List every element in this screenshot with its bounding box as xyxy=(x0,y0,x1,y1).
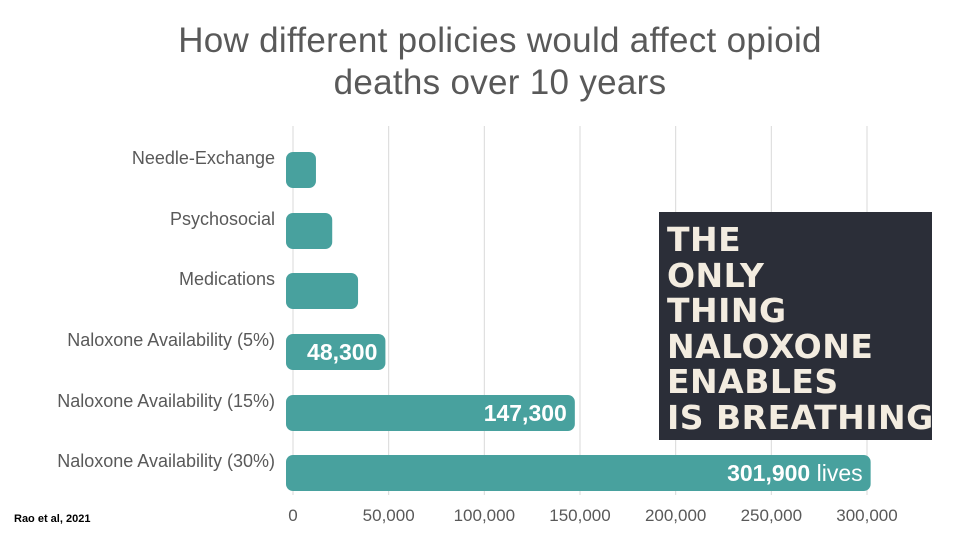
bar xyxy=(286,334,386,370)
bar xyxy=(286,395,575,431)
bar xyxy=(286,273,359,309)
x-tick-label: 200,000 xyxy=(645,506,706,525)
poster-line-5: ENABLES xyxy=(667,362,839,401)
x-tick-label: 300,000 xyxy=(836,506,897,525)
data-label-suffix: lives xyxy=(810,460,862,486)
bar xyxy=(286,213,333,249)
x-tick-label: 50,000 xyxy=(363,506,415,525)
data-label-value: 147,300 xyxy=(484,400,567,426)
poster-line-4: NALOXONE xyxy=(667,326,874,366)
category-label: Medications xyxy=(179,269,275,289)
data-label-value: 301,900 xyxy=(727,460,810,486)
poster-line-1: THE xyxy=(667,220,742,259)
data-label: 48,300 xyxy=(307,339,377,365)
naloxone-poster-image: THE ONLY THING NALOXONE ENABLES IS BREAT… xyxy=(659,212,932,440)
poster-line-3: THING xyxy=(667,291,787,330)
data-label: 301,900 lives xyxy=(727,460,863,486)
poster-line-6: IS BREATHING. xyxy=(667,397,932,437)
bar xyxy=(286,152,316,188)
chart-title-line-1: How different policies would affect opio… xyxy=(178,21,822,60)
x-tick-label: 250,000 xyxy=(741,506,802,525)
source-citation: Rao et al, 2021 xyxy=(14,513,91,525)
category-label: Naloxone Availability (30%) xyxy=(57,451,275,471)
poster-line-2: ONLY xyxy=(667,255,765,295)
x-tick-label: 0 xyxy=(288,506,297,525)
x-tick-label: 150,000 xyxy=(549,506,610,525)
x-tick-label: 100,000 xyxy=(454,506,515,525)
data-label: 147,300 xyxy=(484,400,567,426)
category-label: Needle-Exchange xyxy=(132,148,275,168)
chart-title-line-2: deaths over 10 years xyxy=(333,63,667,102)
data-label-value: 48,300 xyxy=(307,339,377,365)
poster-text: THE ONLY THING NALOXONE ENABLES IS BREAT… xyxy=(667,222,932,435)
bar xyxy=(286,455,871,491)
category-label: Psychosocial xyxy=(170,209,275,229)
chart-title: How different policies would affect opio… xyxy=(0,20,960,104)
category-label: Naloxone Availability (15%) xyxy=(57,391,275,411)
category-label: Naloxone Availability (5%) xyxy=(67,330,275,350)
